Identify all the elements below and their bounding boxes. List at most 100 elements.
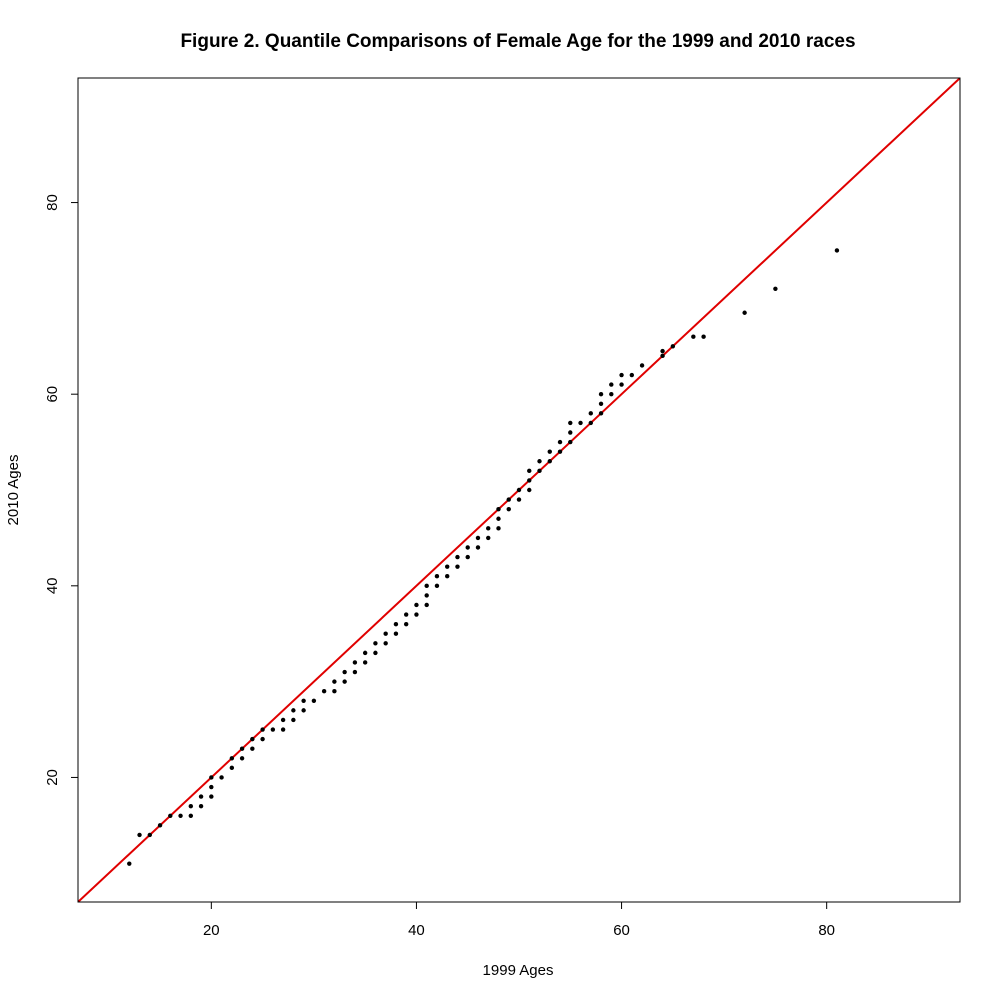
- data-point: [260, 727, 265, 732]
- data-point: [342, 679, 347, 684]
- data-point: [496, 506, 501, 512]
- chart-title: Figure 2. Quantile Comparisons of Female…: [180, 31, 855, 52]
- data-point: [157, 823, 163, 828]
- data-point: [403, 621, 409, 627]
- data-point: [588, 411, 593, 416]
- data-point: [250, 736, 255, 742]
- data-point: [639, 363, 645, 368]
- data-point: [311, 698, 317, 703]
- data-point: [568, 420, 573, 426]
- data-point: [588, 420, 593, 426]
- data-point: [280, 717, 286, 723]
- data-point: [383, 631, 388, 636]
- data-point: [773, 286, 778, 291]
- data-point: [362, 660, 368, 665]
- data-point: [660, 353, 665, 359]
- data-point: [239, 756, 245, 761]
- data-point: [424, 583, 429, 589]
- data-point: [188, 813, 194, 818]
- data-point: [547, 449, 552, 454]
- data-point: [403, 612, 409, 617]
- data-point: [834, 248, 840, 253]
- data-point: [537, 468, 542, 474]
- y-tick-label: 60: [44, 386, 61, 403]
- data-point: [280, 727, 286, 732]
- data-point: [465, 554, 470, 560]
- data-point: [691, 334, 696, 339]
- data-point: [486, 535, 491, 541]
- data-point: [373, 641, 378, 646]
- y-axis-label: 2010 Ages: [5, 455, 22, 526]
- data-point: [434, 574, 440, 579]
- data-point: [393, 631, 399, 636]
- x-tick-label: 40: [408, 922, 425, 939]
- data-point: [373, 650, 378, 656]
- data-point: [516, 487, 522, 493]
- data-point: [209, 784, 214, 790]
- data-point: [527, 468, 532, 474]
- data-point: [506, 506, 511, 512]
- data-point: [291, 717, 296, 723]
- data-point: [465, 545, 470, 550]
- data-point: [578, 420, 583, 426]
- data-point: [557, 449, 563, 454]
- data-point: [291, 708, 296, 713]
- data-point: [229, 765, 235, 771]
- data-point: [393, 621, 399, 627]
- data-point: [475, 545, 481, 550]
- data-point: [496, 516, 501, 521]
- data-point: [527, 478, 532, 483]
- data-point: [609, 391, 614, 397]
- data-point: [178, 813, 183, 818]
- data-point: [424, 593, 429, 598]
- data-point: [598, 411, 604, 416]
- data-point: [547, 459, 552, 464]
- data-point: [383, 641, 388, 646]
- data-point: [209, 775, 214, 780]
- data-point: [516, 497, 522, 502]
- data-point: [445, 564, 450, 569]
- data-point: [537, 459, 542, 464]
- data-point: [486, 526, 491, 531]
- data-point: [619, 382, 624, 387]
- data-point: [352, 669, 358, 675]
- x-axis-label: 1999 Ages: [483, 962, 554, 979]
- data-point: [414, 612, 419, 617]
- data-point: [414, 602, 419, 608]
- data-point: [660, 348, 665, 354]
- data-point: [619, 372, 624, 378]
- data-point: [239, 746, 245, 751]
- data-point: [506, 497, 511, 502]
- y-tick-label: 80: [44, 194, 61, 211]
- x-tick-label: 80: [818, 922, 835, 939]
- data-point: [568, 430, 573, 435]
- data-point: [301, 698, 306, 703]
- data-point: [609, 382, 614, 387]
- data-point: [496, 526, 501, 531]
- data-point: [342, 669, 347, 675]
- data-point: [127, 861, 132, 866]
- data-point: [332, 679, 337, 684]
- data-point: [147, 832, 152, 838]
- data-point: [629, 372, 635, 378]
- data-point: [445, 574, 450, 579]
- data-point: [198, 803, 204, 809]
- data-point: [209, 794, 214, 799]
- x-tick-label: 20: [203, 922, 220, 939]
- y-tick-label: 20: [44, 769, 61, 786]
- data-point: [198, 794, 204, 799]
- x-tick-label: 60: [613, 922, 630, 939]
- data-point: [352, 660, 358, 665]
- data-point: [701, 334, 706, 339]
- data-point: [598, 401, 604, 406]
- data-point: [598, 391, 604, 397]
- data-point: [260, 736, 265, 742]
- data-point: [229, 756, 235, 761]
- data-point: [332, 689, 337, 694]
- data-point: [270, 727, 276, 732]
- data-point: [168, 813, 173, 818]
- data-point: [742, 310, 747, 315]
- data-point: [670, 344, 676, 349]
- data-point: [455, 564, 460, 569]
